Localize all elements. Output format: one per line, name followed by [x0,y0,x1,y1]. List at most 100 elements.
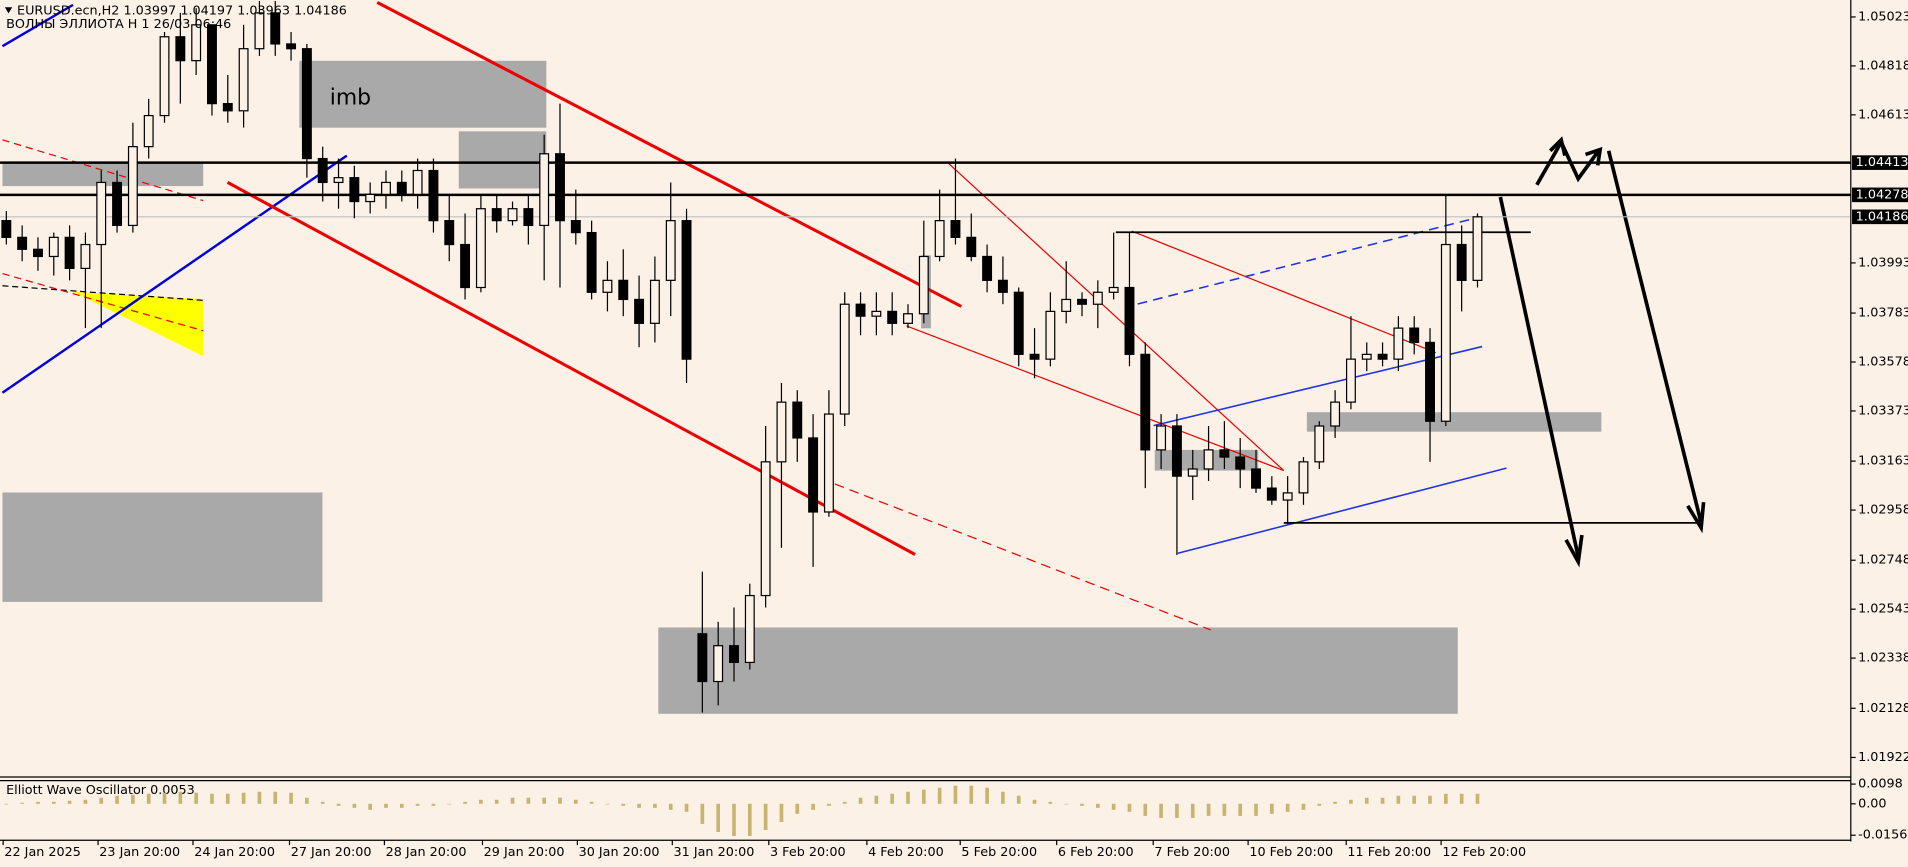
candle-body [1361,353,1372,360]
candle-body [428,169,439,222]
osc-bar [858,797,863,804]
osc-bar [842,801,847,804]
osc-bar [747,803,752,837]
osc-bar [399,803,404,808]
price-line-label: 1.04278 [1856,187,1908,202]
candle-body [523,208,534,227]
candle-body [222,103,233,112]
osc-bar [1016,795,1021,804]
dashed-line [2,273,204,332]
candle-body [823,413,834,513]
osc-bar [463,801,467,804]
x-tick-label: 11 Feb 20:00 [1347,845,1431,860]
osc-bar [1032,799,1037,804]
candle-body [365,193,376,203]
arrowhead [1548,136,1567,157]
x-tick-label: 29 Jan 20:00 [484,845,565,860]
candle-body [96,181,107,246]
candle-body [112,181,123,227]
osc-bar [684,803,689,812]
candle-body [1061,298,1072,312]
candle-body [1266,487,1277,501]
candle-body [776,401,787,463]
candle-body [412,169,423,195]
osc-y-tick-label: -0.0156 [1858,828,1907,843]
current-price-box [1852,209,1908,225]
indicator-label: ВОЛНЫ ЭЛЛИОТА H 1 26/03 06:46 [6,17,231,32]
candle-body [966,236,977,258]
zone [2,492,323,602]
candle-body [396,181,407,195]
osc-bar [241,792,246,804]
candle-body [760,461,771,597]
y-tick-label: 1.03993 [1858,255,1908,270]
osc-bar [700,803,705,824]
osc-bar [890,793,895,804]
osc-bar [194,792,198,804]
osc-bar [1396,795,1401,804]
osc-bar [1364,797,1369,804]
osc-bar [1111,803,1116,810]
candle-body [602,279,613,293]
current-price-label: 1.04186 [1856,209,1908,224]
arrowhead [1686,502,1706,534]
candle-body [681,220,692,360]
osc-bar [415,803,420,806]
osc-bar [542,797,546,804]
osc-bar [83,799,88,804]
osc-bar [969,785,974,804]
osc-bar [210,793,214,804]
osc-bar [257,791,262,804]
osc-y-tick-label: 0.00 [1858,796,1886,811]
osc-bar [1475,793,1480,804]
candle-body [729,645,739,664]
osc-bar [67,800,72,804]
x-tick-label: 10 Feb 20:00 [1249,845,1333,860]
candle-body [1251,468,1261,489]
candle-body [1077,298,1087,305]
osc-bar [115,795,119,804]
x-tick-label: 7 Feb 20:00 [1154,845,1230,860]
osc-bar [668,803,673,810]
osc-bar [1127,803,1132,812]
osc-bar [1048,801,1053,804]
arrowhead [1564,534,1584,568]
candle-body [1456,243,1467,281]
candle-body [570,220,581,234]
x-tick-label: 12 Feb 20:00 [1442,845,1526,860]
osc-bar [1301,803,1306,810]
osc-bar [225,793,230,804]
x-tick-label: 31 Jan 20:00 [674,845,755,860]
y-tick-label: 1.03578 [1858,355,1908,370]
y-tick-label: 1.04818 [1858,58,1908,73]
candle-body [317,157,328,184]
channel-line [1177,467,1507,555]
osc-bar [178,791,183,804]
osc-bar [653,803,657,808]
osc-bar [1412,795,1417,804]
osc-bar [36,801,40,804]
osc-bar [510,797,515,804]
trend-line [226,181,916,556]
candle-body [934,220,945,258]
osc-bar [1459,793,1464,804]
candle-body [1282,492,1293,501]
candle-body [634,298,645,324]
menu-icon[interactable] [4,7,13,14]
osc-bar [1349,799,1353,804]
trend-line [1,3,74,48]
osc-bar [763,803,768,830]
candle-body [17,236,28,250]
oscillator-title: Elliott Wave Oscillator 0.0053 [6,783,195,798]
osc-bar [1206,803,1211,816]
candle-body [270,12,281,45]
y-tick-label: 1.02543 [1858,602,1908,617]
x-tick-label: 22 Jan 2025 [4,845,81,860]
osc-bar [99,797,104,804]
candle-body [918,255,929,315]
candle-body [1029,353,1040,360]
candle-body [1187,468,1198,477]
candle-body [887,310,898,324]
candle-body [64,236,75,270]
